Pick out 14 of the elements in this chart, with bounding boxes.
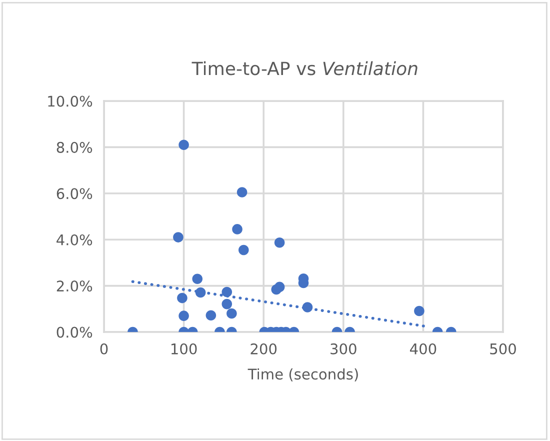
x-tick-label: 100 <box>171 343 197 354</box>
y-tick-label: 10.0% <box>48 96 92 107</box>
x-tick-label: 0 <box>100 343 108 354</box>
x-tick-label: 200 <box>250 343 277 354</box>
x-tick-label: 500 <box>490 343 516 354</box>
y-tick-label: 4.0% <box>56 234 92 246</box>
x-axis-title: Time (seconds) <box>248 368 358 382</box>
x-tick-label: 300 <box>330 343 356 354</box>
y-tick-label: 0.0% <box>56 326 92 338</box>
y-tick-label: 8.0% <box>56 142 92 153</box>
y-tick-label: 6.0% <box>56 188 92 200</box>
chart-title: Time-to-AP vs Ventilation <box>192 61 418 76</box>
x-tick-label: 400 <box>410 343 436 354</box>
y-tick-label: 2.0% <box>56 280 92 292</box>
